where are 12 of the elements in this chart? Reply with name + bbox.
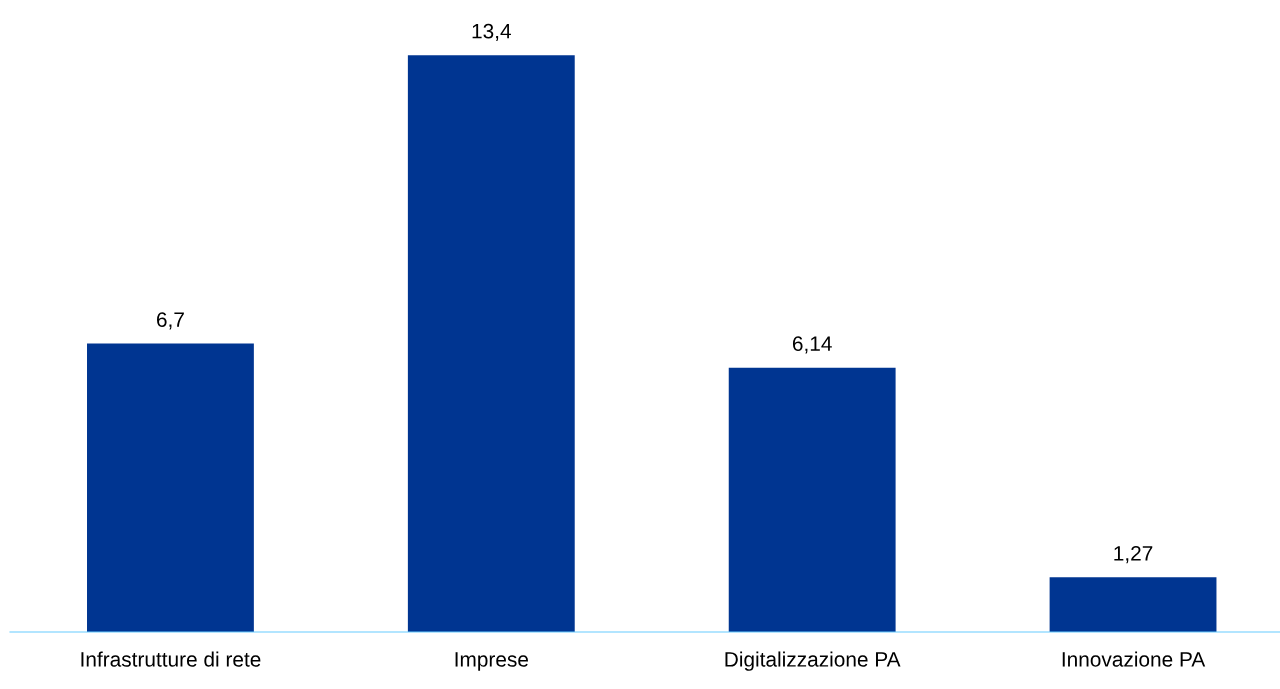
data-label: 13,4 bbox=[472, 23, 511, 41]
bar bbox=[728, 367, 896, 632]
x-tick-label: Innovazione PA bbox=[1062, 651, 1206, 667]
data-label: 6,14 bbox=[792, 336, 832, 354]
x-tick-label: Digitalizzazione PA bbox=[725, 651, 901, 671]
bar bbox=[407, 55, 575, 632]
x-tick-label: Imprese bbox=[455, 652, 529, 671]
bar bbox=[1049, 577, 1217, 632]
data-label: 1,27 bbox=[1114, 545, 1153, 564]
bar bbox=[87, 343, 254, 632]
x-tick-label: Infrastrutture di rete bbox=[81, 651, 261, 667]
data-label: 6,7 bbox=[157, 312, 184, 330]
